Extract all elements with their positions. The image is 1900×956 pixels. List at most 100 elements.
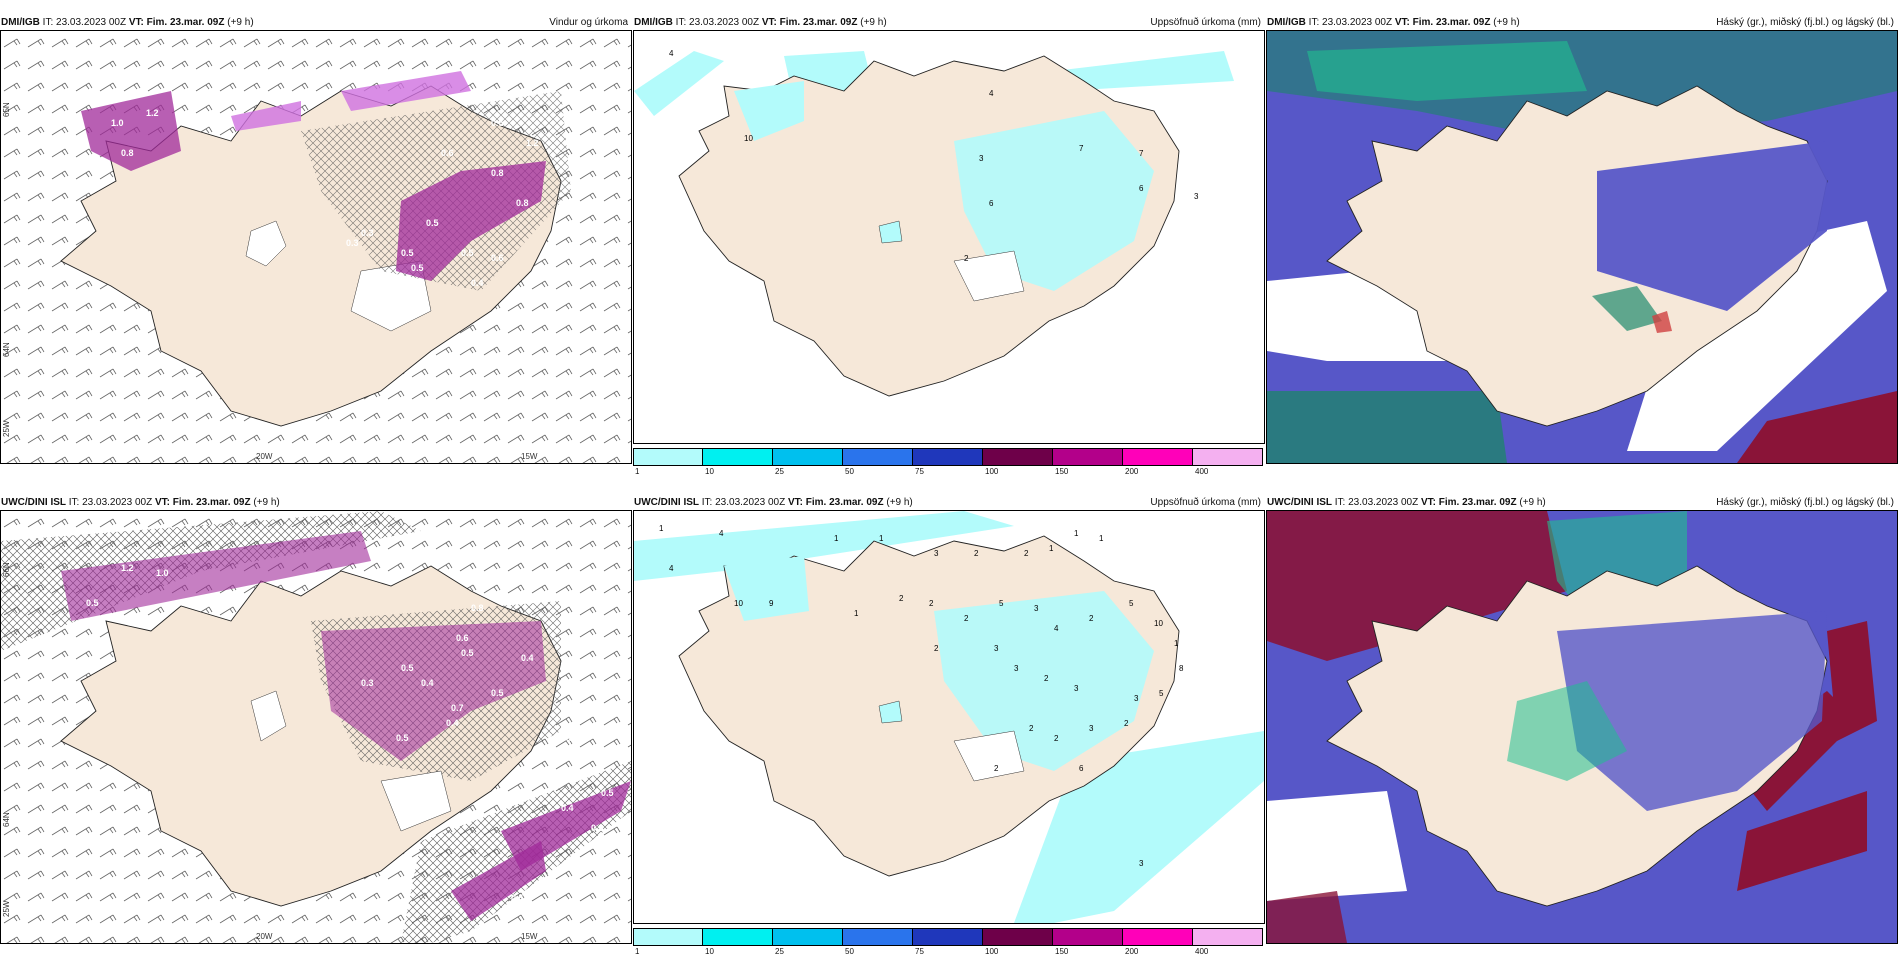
contour-label: 0.5 [401,663,414,673]
contour-label: 0.5 [411,263,424,273]
vt-label: VT: Fim. 23.mar. 09Z [1394,17,1491,28]
contour-label: 5 [999,599,1004,608]
panel-title: DMI/IGB IT: 23.03.2023 00Z VT: Fim. 23.m… [0,15,632,31]
product-name: Háský (gr.), miðský (fj.bl.) og lágský (… [1716,497,1894,508]
contour-label: 0.3 [346,238,359,248]
panel-title: UWC/DINI ISL IT: 23.03.2023 00Z VT: Fim.… [1266,495,1898,511]
contour-label: 2 [1044,674,1049,683]
contour-label: 0.8 [121,148,134,158]
vt-label: VT: Fim. 23.mar. 09Z [1420,497,1517,508]
contour-label: 10 [734,599,743,608]
colorbar-tick: 1 [635,947,640,956]
it-value: 23.03.2023 00Z [715,497,786,508]
colorbar-swatch [633,448,703,466]
contour-label: 1 [854,609,859,618]
colorbar-tick: 400 [1195,467,1209,476]
colorbar-tick: 50 [845,947,854,956]
colorbar-swatch [1193,928,1263,946]
panel-dmi-wind: DMI/IGB IT: 23.03.2023 00Z VT: Fim. 23.m… [0,15,632,465]
contour-label: 3 [1014,664,1019,673]
product-name: Vindur og úrkoma [549,17,628,28]
contour-label: 2 [974,549,979,558]
contour-label: 4 [669,564,674,573]
model-name: DMI/IGB [634,17,673,28]
contour-label: 5 [1159,689,1164,698]
contour-label: 1.2 [121,563,134,573]
colorbar-tick: 75 [915,467,924,476]
contour-label: 1 [1099,534,1104,543]
colorbar-tick: 75 [915,947,924,956]
contour-label: 1.2 [146,108,159,118]
panel-dmi-precip: DMI/IGB IT: 23.03.2023 00Z VT: Fim. 23.m… [633,15,1265,476]
colorbar-swatch [633,928,703,946]
colorbar-tick: 400 [1195,947,1209,956]
product-name: Uppsöfnuð úrkoma (mm) [1150,497,1261,508]
contour-label: 0.3 [361,678,374,688]
wind-precip-map: 1.2 1.0 0.5 0.8 0.5 0.5 0.6 0.4 0.3 0.4 0.5 0.4 0.5 0… [0,510,632,944]
contour-label: 9 [769,599,774,608]
contour-label: 2 [899,594,904,603]
lat-tick-64n: 64N [2,812,11,827]
contour-label: 2 [1054,734,1059,743]
lat-tick-65n: 65N [2,102,11,117]
contour-label: 0.5 [461,648,474,658]
contour-label: 3 [934,549,939,558]
lead-time: (+9 h) [227,17,254,28]
lat-tick-64n: 64N [2,342,11,357]
panel-title: DMI/IGB IT: 23.03.2023 00Z VT: Fim. 23.m… [633,15,1265,31]
contour-label: 2 [964,614,969,623]
contour-label: 10 [1154,619,1163,628]
lead-time: (+9 h) [253,497,280,508]
colorbar: 1 10 25 50 75 100 150 200 400 [633,928,1263,956]
contour-label: 0.3 [561,733,574,743]
contour-label: 0.5 [461,248,474,258]
contour-label: 0.5 [426,218,439,228]
contour-label: 4 [669,49,674,58]
contour-label: 0.5 [511,893,524,903]
lon-tick-15w: 15W [521,452,538,461]
it-label: IT: [42,17,54,28]
wind-precip-map: 1.0 1.2 0.8 0.8 1.2 0.6 0.5 0.8 0.3 0.5 0.5 0.6 0.3 0… [0,30,632,464]
panel-uwc-clouds: UWC/DINI ISL IT: 23.03.2023 00Z VT: Fim.… [1266,495,1898,945]
contour-label: 0.4 [421,678,434,688]
panel-uwc-precip: UWC/DINI ISL IT: 23.03.2023 00Z VT: Fim.… [633,495,1265,956]
lead-time: (+9 h) [1493,17,1520,28]
contour-label: 1 [1074,529,1079,538]
colorbar-swatch [1053,448,1123,466]
it-label: IT: [1308,17,1320,28]
contour-label: 0.6 [456,633,469,643]
colorbar-tick: 100 [985,947,999,956]
it-label: IT: [1334,497,1346,508]
contour-label: 4 [1054,624,1059,633]
colorbar-tick: 200 [1125,947,1139,956]
colorbar-tick: 200 [1125,467,1139,476]
contour-label: 0.3 [591,823,604,833]
contour-label: 0.5 [86,598,99,608]
colorbar-swatch [983,448,1053,466]
contour-label: 0.5 [401,248,414,258]
colorbar-swatch [1053,928,1123,946]
model-name: UWC/DINI ISL [1,497,66,508]
contour-label: 0.5 [601,788,614,798]
contour-label: 3 [1074,684,1079,693]
contour-label: 2 [929,599,934,608]
it-label: IT: [68,497,80,508]
contour-label: 4 [719,529,724,538]
lon-tick-20w: 20W [256,452,273,461]
contour-label: 0.8 [516,198,529,208]
contour-label: 1.0 [156,568,169,578]
contour-label: 1 [1049,544,1054,553]
contour-label: 0.4 [521,653,534,663]
colorbar-tick: 150 [1055,947,1069,956]
lat-tick-66n: 66N [2,562,11,577]
contour-label: 1 [659,524,664,533]
panel-dmi-clouds: DMI/IGB IT: 23.03.2023 00Z VT: Fim. 23.m… [1266,15,1898,465]
contour-label: 2 [934,644,939,653]
contour-label: 0.8 [491,168,504,178]
contour-label: 2 [1024,549,1029,558]
it-label: IT: [675,17,687,28]
contour-label: 0.6 [491,253,504,263]
contour-label: 0.8 [471,603,484,613]
contour-label: 4 [989,89,994,98]
model-name: UWC/DINI ISL [634,497,699,508]
